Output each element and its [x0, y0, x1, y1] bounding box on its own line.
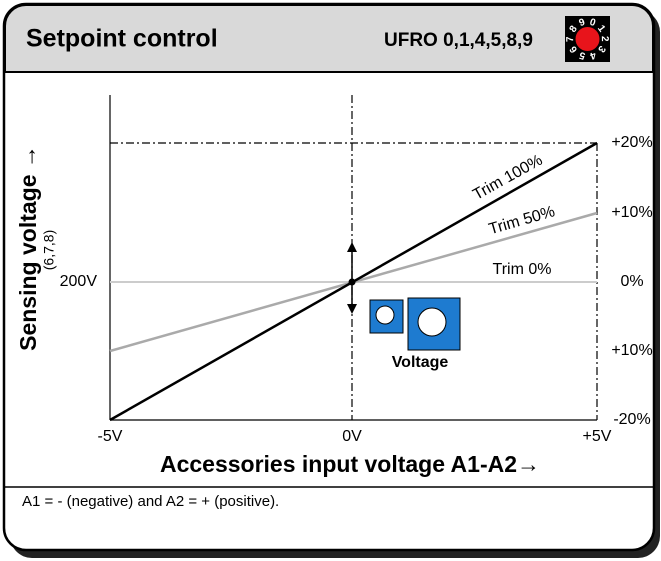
dial-digit: 6: [568, 43, 580, 54]
right-label: +10%: [611, 342, 652, 359]
footer-note: A1 = - (negative) and A2 = + (positive).: [22, 493, 279, 510]
dial-digit: 1: [595, 23, 607, 34]
plot: [109, 95, 598, 422]
dial-digit: 0: [588, 17, 597, 29]
dial-digit: 3: [595, 43, 607, 54]
y-center-label: 200V: [60, 273, 98, 290]
y-axis-title: Sensing voltage →: [15, 145, 41, 351]
pot-knob: [375, 305, 395, 325]
right-label: +20%: [611, 134, 652, 151]
pot-icon: [407, 297, 461, 351]
dial-digit: 9: [578, 17, 587, 29]
model: UFRO 0,1,4,5,8,9: [384, 30, 533, 51]
x-axis-title: Accessories input voltage A1-A2→: [160, 451, 540, 477]
x-label: +5V: [583, 428, 612, 445]
right-label: -20%: [613, 411, 650, 428]
axis-labels: -5V 0V +5V +20% +10% 0% +10% -20%: [98, 134, 653, 445]
y-axis-subtitle: (6,7,8): [41, 230, 57, 270]
header-band: [4, 4, 654, 73]
dial-digit: 7: [565, 36, 576, 42]
line-label: Trim 0%: [493, 261, 552, 278]
right-label: 0%: [620, 273, 643, 290]
dial-knob: [575, 27, 600, 51]
dial-digit: 2: [599, 36, 610, 42]
right-label: +10%: [611, 204, 652, 221]
dial-digit: 8: [568, 23, 580, 34]
icon-label: Voltage: [392, 354, 449, 371]
title: Setpoint control: [26, 25, 218, 53]
dial-digit: 4: [588, 49, 597, 61]
x-label: 0V: [342, 428, 362, 445]
x-label: -5V: [98, 428, 123, 445]
pot-knob: [417, 307, 447, 337]
center-dot: [348, 278, 356, 286]
dial-digit: 5: [578, 49, 587, 61]
